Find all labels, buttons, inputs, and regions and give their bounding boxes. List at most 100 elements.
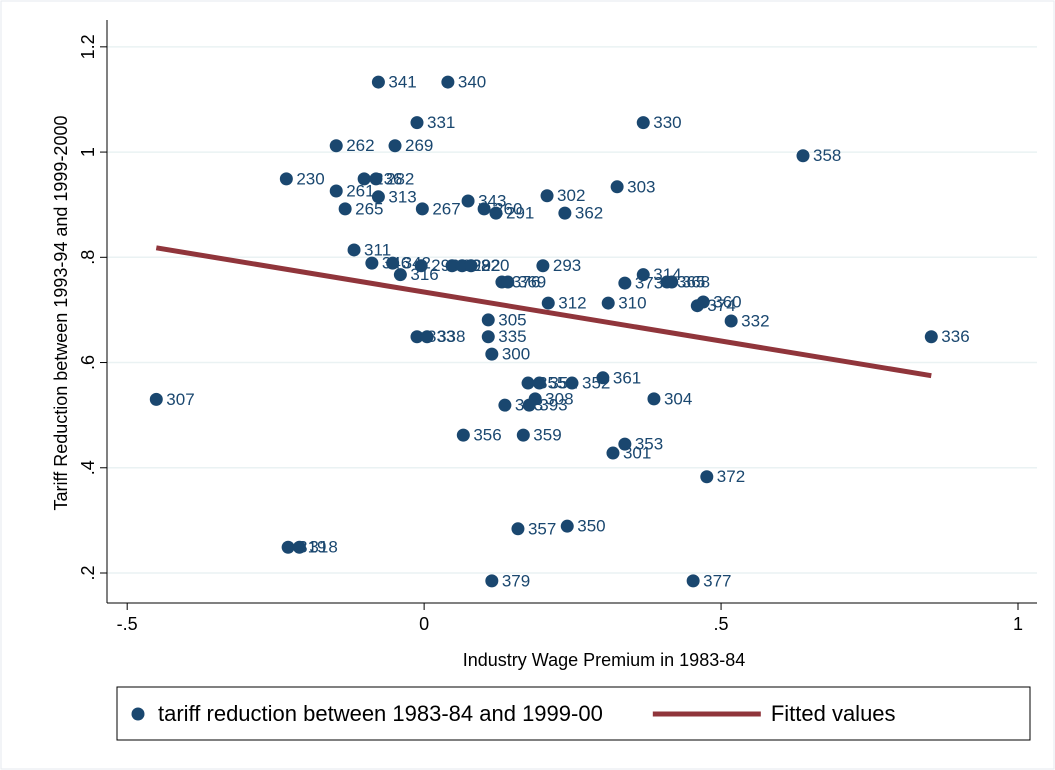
- point: [481, 330, 495, 344]
- point: [369, 172, 383, 186]
- point: [445, 259, 459, 273]
- point: [329, 139, 343, 153]
- point: [511, 522, 525, 536]
- point: [606, 446, 620, 460]
- point-label: 282: [386, 169, 414, 188]
- point: [501, 275, 515, 289]
- point-label: 368: [682, 273, 710, 292]
- x-tick-label: 1: [1013, 614, 1023, 634]
- x-axis-title: Industry Wage Premium in 1983-84: [463, 650, 745, 670]
- point-label: 304: [664, 389, 692, 408]
- point-label: 291: [506, 204, 534, 223]
- point: [560, 519, 574, 533]
- point-label: 332: [741, 311, 769, 330]
- point: [365, 256, 379, 270]
- point: [636, 268, 650, 282]
- point-label: 230: [296, 169, 324, 188]
- x-tick-label: .5: [714, 614, 729, 634]
- point-label: 220: [481, 256, 509, 275]
- x-tick-label: 0: [419, 614, 429, 634]
- y-tick-label: .2: [78, 566, 98, 581]
- point: [410, 330, 424, 344]
- point-label: 303: [627, 177, 655, 196]
- point: [558, 206, 572, 220]
- point: [498, 398, 512, 412]
- point: [149, 392, 163, 406]
- point: [690, 299, 704, 313]
- point: [636, 116, 650, 130]
- point: [521, 376, 535, 390]
- x-tick-label: -.5: [117, 614, 138, 634]
- point-label: 312: [558, 294, 586, 313]
- y-tick-label: .6: [78, 355, 98, 370]
- y-tick-label: 1: [78, 147, 98, 157]
- point: [456, 428, 470, 442]
- point: [485, 347, 499, 361]
- point-label: 236: [374, 169, 402, 188]
- point: [393, 268, 407, 282]
- point: [388, 139, 402, 153]
- legend-label: Fitted values: [771, 701, 896, 726]
- point: [292, 540, 306, 554]
- legend-label: tariff reduction between 1983-84 and 199…: [158, 701, 603, 726]
- point: [610, 180, 624, 194]
- point: [371, 75, 385, 89]
- point-label: 265: [355, 199, 383, 218]
- point-label: 307: [166, 390, 194, 409]
- point-label: 331: [427, 113, 455, 132]
- point: [386, 256, 400, 270]
- point-label: 372: [717, 467, 745, 486]
- point: [516, 428, 530, 442]
- point-label: 353: [635, 435, 663, 454]
- point: [601, 296, 615, 310]
- legend-box: [116, 686, 1031, 741]
- point-label: 333: [427, 327, 455, 346]
- point-label: 360: [713, 293, 741, 312]
- point-label: 373: [635, 274, 663, 293]
- point: [618, 437, 632, 451]
- point-label: 355: [538, 374, 566, 393]
- point-label: 261: [346, 181, 374, 200]
- y-tick-label: .8: [78, 250, 98, 265]
- point-label: 301: [623, 444, 651, 463]
- point-label: 293: [553, 256, 581, 275]
- point-label: 335: [498, 327, 526, 346]
- point-label: 376: [512, 273, 540, 292]
- point: [415, 202, 429, 216]
- point-label: 302: [557, 186, 585, 205]
- point: [410, 116, 424, 130]
- point-label: 330: [653, 113, 681, 132]
- point: [461, 194, 475, 208]
- point-label: 393: [539, 396, 567, 415]
- point-label: 308: [545, 389, 573, 408]
- point-label: 352: [582, 374, 610, 393]
- point-label: 311: [364, 240, 391, 259]
- point: [796, 149, 810, 163]
- point: [665, 275, 679, 289]
- point-label: 359: [533, 426, 561, 445]
- point: [489, 206, 503, 220]
- y-tick-label: 1.2: [78, 34, 98, 59]
- point-label: 300: [502, 345, 530, 364]
- point: [724, 314, 738, 328]
- point-label: 262: [346, 136, 374, 155]
- point: [647, 392, 661, 406]
- point-label: 267: [432, 199, 460, 218]
- point: [464, 259, 478, 273]
- point: [686, 574, 700, 588]
- point-label: 316: [410, 265, 438, 284]
- point: [279, 172, 293, 186]
- point: [371, 190, 385, 204]
- point: [924, 330, 938, 344]
- y-axis-title: Tariff Reduction between 1993-94 and 199…: [51, 116, 71, 511]
- point: [541, 296, 555, 310]
- point-label: 379: [502, 571, 530, 590]
- point-label: 310: [618, 294, 646, 313]
- point-label: 356: [473, 426, 501, 445]
- point-label: 292: [472, 256, 500, 275]
- point-label: 340: [458, 73, 486, 92]
- point: [347, 243, 361, 257]
- point-label: 269: [405, 136, 433, 155]
- point: [540, 189, 554, 203]
